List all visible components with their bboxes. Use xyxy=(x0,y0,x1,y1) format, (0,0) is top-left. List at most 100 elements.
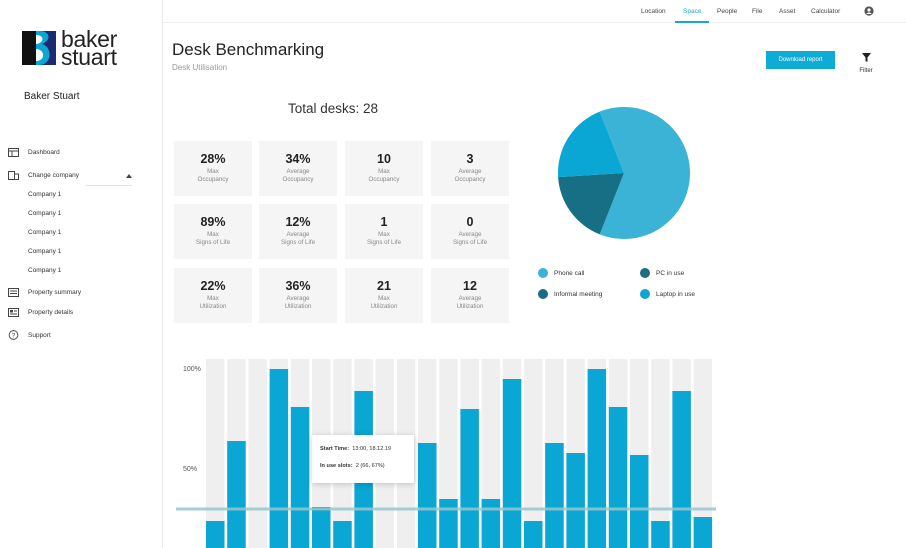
download-report-button[interactable]: Download report xyxy=(766,51,835,69)
logo: baker stuart xyxy=(22,26,118,69)
stat-value: 3 xyxy=(466,152,474,166)
tooltip-slots-value: 2 (66, 67%) xyxy=(355,463,385,469)
topnav-location[interactable]: Location xyxy=(641,8,666,15)
bar[interactable] xyxy=(587,369,607,548)
bar[interactable] xyxy=(269,369,289,548)
stat-value: 22% xyxy=(200,279,226,293)
stat-card: 0 Average Signs of Life xyxy=(431,204,509,259)
stat-card: 3 Average Occupancy xyxy=(431,141,509,196)
tooltip-start-value: 13:00, 18.12.19 xyxy=(352,446,392,452)
topnav-people[interactable]: People xyxy=(717,8,738,15)
bar-background xyxy=(248,359,267,548)
sidebar-item-property-details[interactable]: Property details xyxy=(8,308,73,317)
stat-label: Utilization xyxy=(284,303,312,310)
stat-label: Average xyxy=(286,168,310,175)
legend-swatch xyxy=(538,268,548,278)
help-icon: ? xyxy=(8,330,19,340)
bar[interactable] xyxy=(333,521,352,548)
bar-background xyxy=(206,359,225,548)
sidebar-company-item[interactable]: Company 1 xyxy=(28,191,62,198)
bar-background xyxy=(693,359,713,548)
sidebar-item-property-summary[interactable]: Property summary xyxy=(8,288,81,297)
legend-swatch xyxy=(538,289,548,299)
bar[interactable] xyxy=(481,499,501,548)
bar[interactable] xyxy=(524,521,543,548)
stat-label: Signs of Life xyxy=(195,239,231,246)
sidebar-item-label: Property details xyxy=(28,309,74,316)
page-title: Desk Benchmarking xyxy=(172,40,325,59)
sidebar-company-item[interactable]: Company 1 xyxy=(28,267,62,274)
stat-label: Signs of Life xyxy=(280,239,316,246)
bar[interactable] xyxy=(502,379,522,548)
filter-button[interactable]: Filter xyxy=(852,49,880,74)
bar[interactable] xyxy=(312,507,331,548)
bar[interactable] xyxy=(290,407,310,548)
sidebar-item-label: Property summary xyxy=(28,289,82,296)
bar[interactable] xyxy=(418,443,437,548)
building-icon xyxy=(8,171,19,180)
bar[interactable] xyxy=(206,521,225,548)
bar[interactable] xyxy=(439,499,458,548)
sidebar-item-support[interactable]: ? Support xyxy=(8,330,51,340)
y-tick-label: 50% xyxy=(183,466,197,473)
topnav-file[interactable]: File xyxy=(752,8,763,15)
tooltip-slots-label: In use slots: xyxy=(320,463,353,469)
sidebar-item-label: Dashboard xyxy=(28,149,60,156)
summary-icon xyxy=(8,288,19,297)
sidebar-item-dashboard[interactable]: Dashboard xyxy=(8,148,60,157)
topnav-space[interactable]: Space xyxy=(683,8,702,15)
filter-icon xyxy=(861,53,871,62)
stat-value: 10 xyxy=(377,152,391,166)
stat-label: Occupancy xyxy=(454,176,486,183)
stat-label: Max xyxy=(378,295,390,302)
bar[interactable] xyxy=(227,441,246,548)
stat-value: 34% xyxy=(285,152,311,166)
svg-text:?: ? xyxy=(12,332,16,339)
dropdown-underline xyxy=(86,185,132,186)
user-account-icon[interactable] xyxy=(864,6,874,16)
bar[interactable] xyxy=(608,407,628,548)
top-navigation xyxy=(162,0,906,23)
stat-label: Max xyxy=(207,168,219,175)
bar[interactable] xyxy=(672,391,691,548)
chevron-up-icon[interactable] xyxy=(126,174,132,178)
sidebar-company-item[interactable]: Company 1 xyxy=(28,248,62,255)
total-desks: Total desks: 28 xyxy=(288,101,379,116)
stat-card: 21 Max Utilization xyxy=(345,268,423,323)
stat-label: Utilization xyxy=(456,303,484,310)
stat-card: 36% Average Utilization xyxy=(259,268,337,323)
stat-label: Occupancy xyxy=(368,176,400,183)
legend-item: Phone call xyxy=(538,268,584,278)
bar[interactable] xyxy=(693,517,713,548)
topnav-calculator[interactable]: Calculator xyxy=(811,8,841,15)
bar[interactable] xyxy=(545,443,564,548)
legend-label: Phone call xyxy=(554,269,585,277)
bar[interactable] xyxy=(651,521,670,548)
stat-label: Max xyxy=(378,231,390,238)
stat-label: Max xyxy=(378,168,390,175)
bar[interactable] xyxy=(630,455,649,548)
sidebar-item-change-company[interactable]: Change company xyxy=(8,171,79,180)
chart-tooltip: Start Time: 13:00, 18.12.19 In use slots… xyxy=(312,435,414,483)
stat-label: Average xyxy=(458,295,482,302)
stat-card: 28% Max Occupancy xyxy=(174,141,252,196)
stat-card: 12 Average Utilization xyxy=(431,268,509,323)
legend-swatch xyxy=(640,289,650,299)
bar-background xyxy=(651,359,670,548)
stat-card: 89% Max Signs of Life xyxy=(174,204,252,259)
legend-item: Laptop in use xyxy=(640,289,695,299)
bar[interactable] xyxy=(460,409,479,548)
sidebar-company-item[interactable]: Company 1 xyxy=(28,210,62,217)
stat-label: Max xyxy=(207,231,219,238)
stat-value: 89% xyxy=(200,215,226,229)
legend-item: Informal meeting xyxy=(538,289,602,299)
stat-label: Average xyxy=(286,231,310,238)
topnav-asset[interactable]: Asset xyxy=(779,8,796,15)
logo-line-1: baker xyxy=(61,26,118,52)
bar[interactable] xyxy=(566,453,585,548)
stat-card: 10 Max Occupancy xyxy=(345,141,423,196)
stat-label: Occupancy xyxy=(282,176,314,183)
stat-value: 21 xyxy=(377,279,391,293)
sidebar-company-item[interactable]: Company 1 xyxy=(28,229,62,236)
